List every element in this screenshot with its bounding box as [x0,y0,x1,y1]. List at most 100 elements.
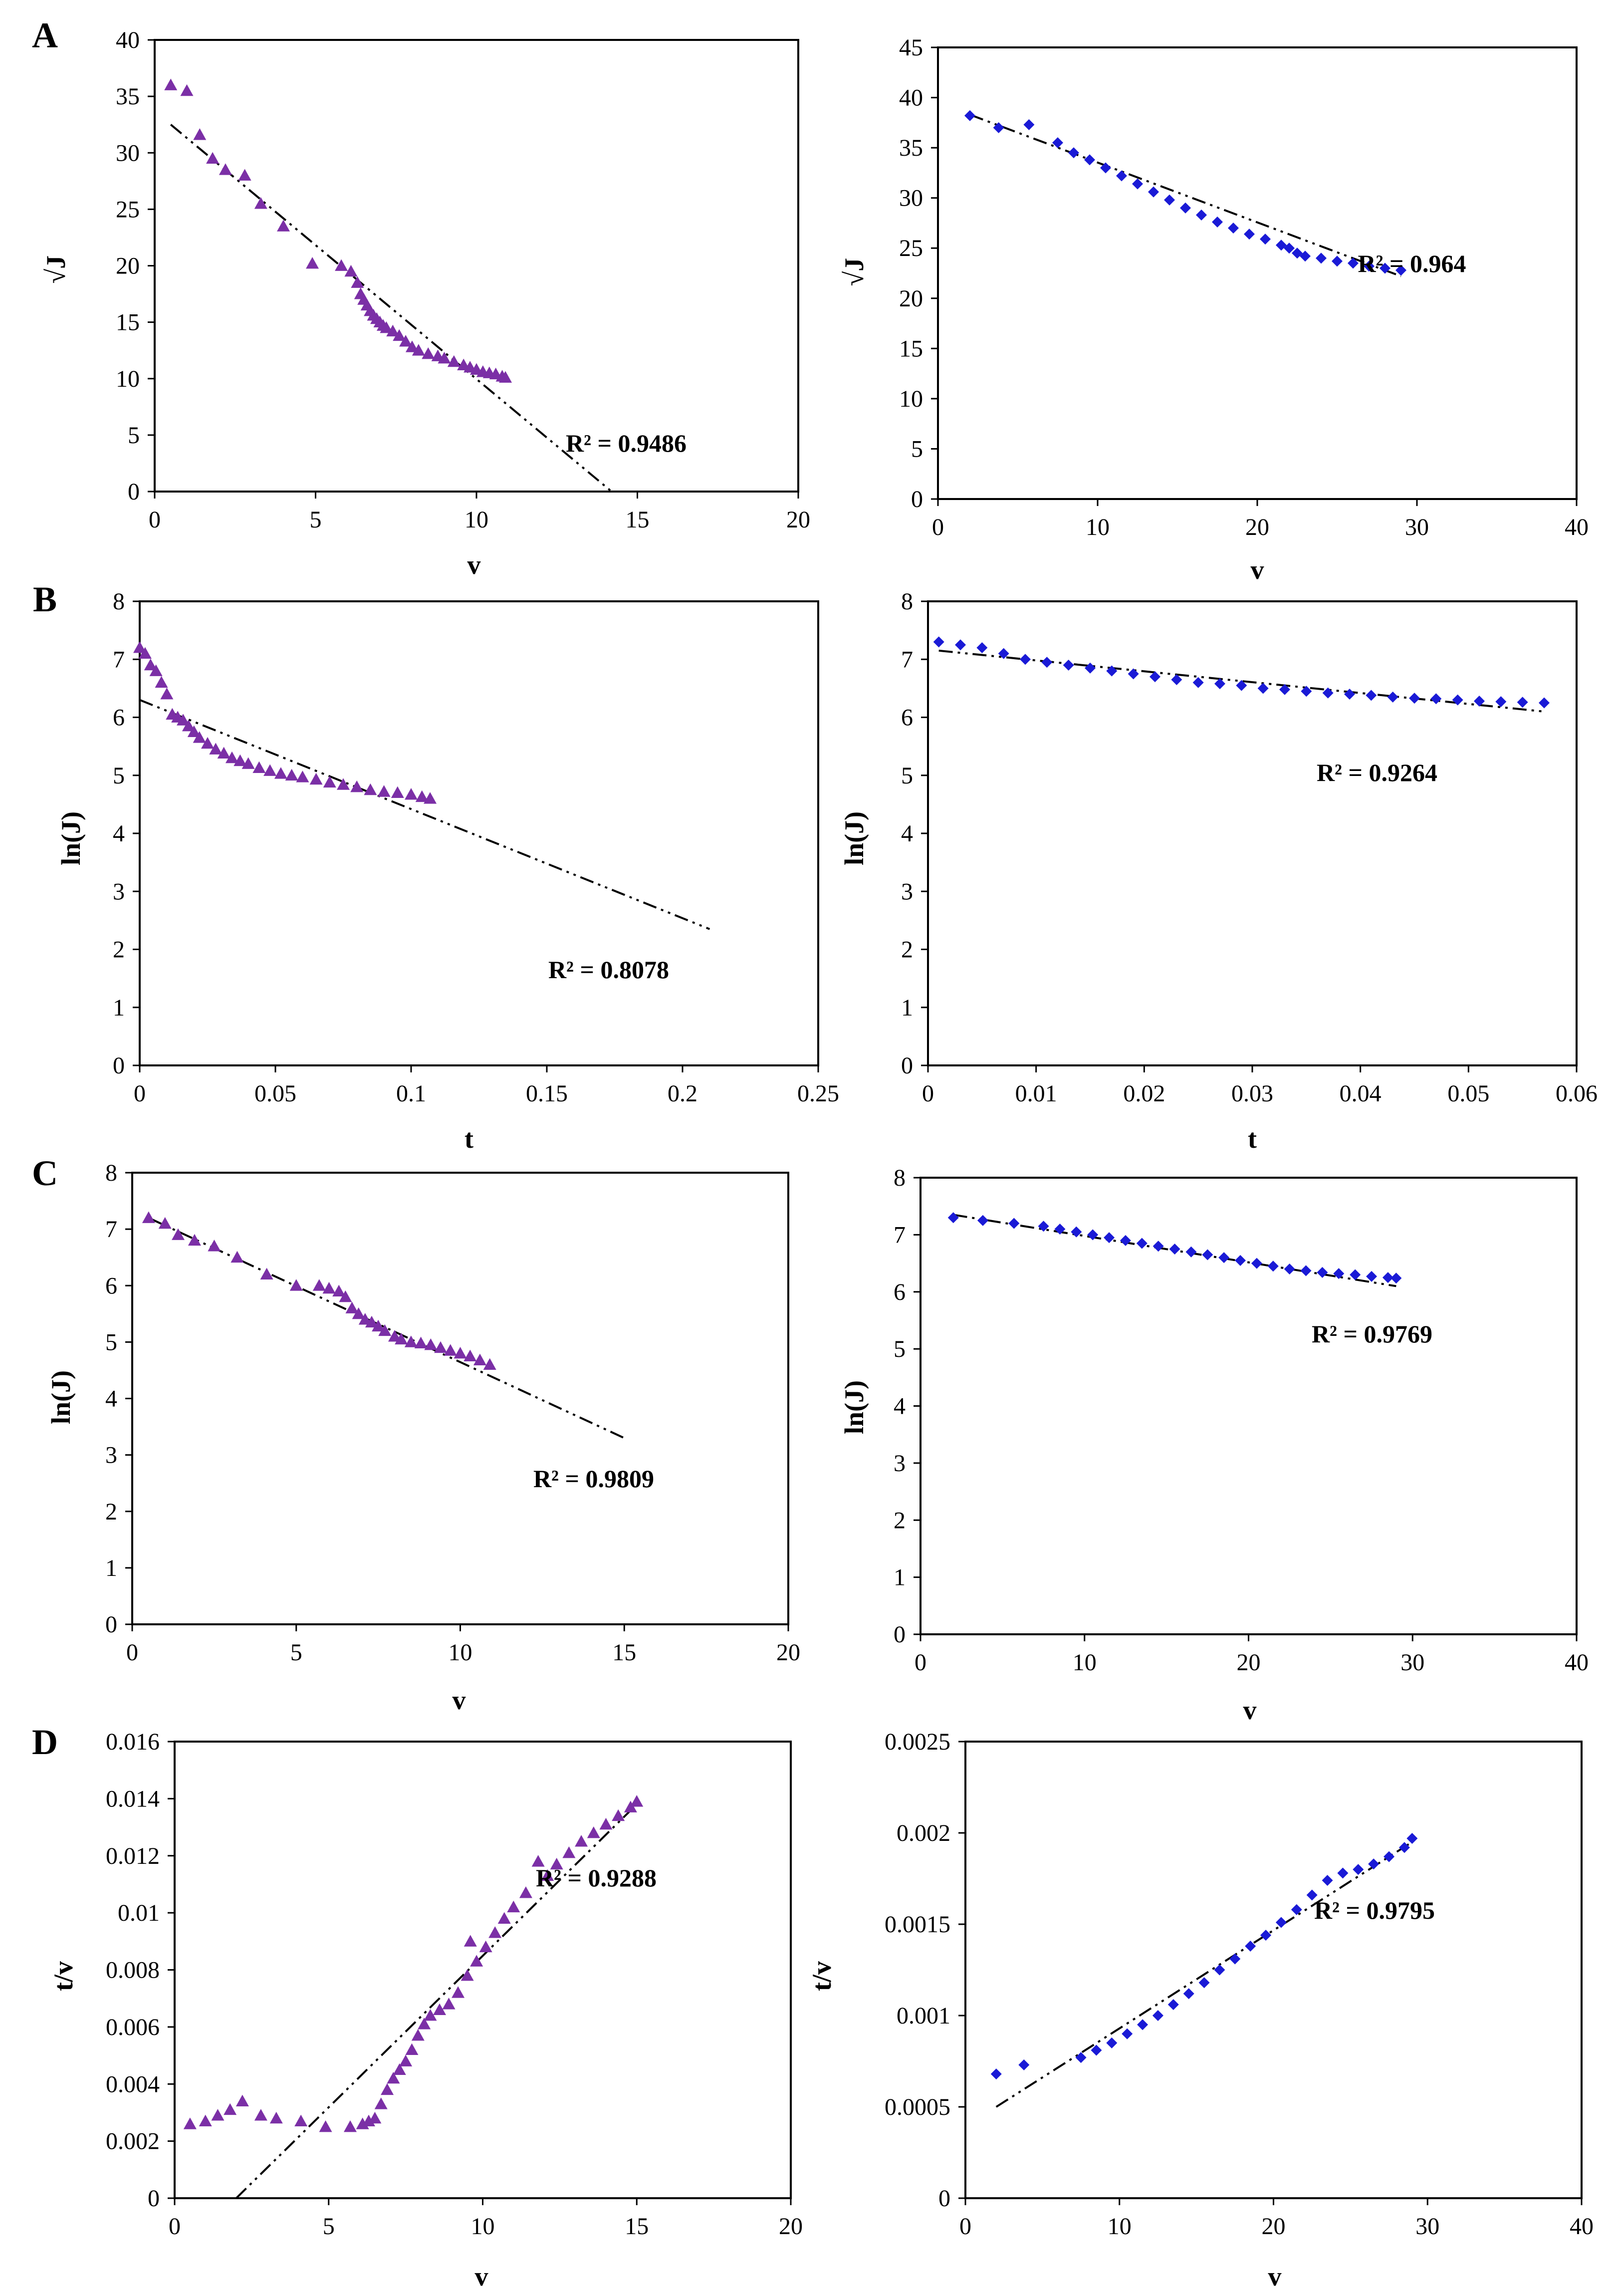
chart-b-right: 0 0.01 0.02 0.03 0.04 0.05 0.06 0 1 2 3 4 5 6 7 8 t ln(J)… [839,588,1598,1154]
data-point [1322,1875,1333,1886]
data-point [1180,202,1191,214]
data-point [391,786,404,798]
y-tick-label: 7 [894,1222,906,1248]
data-point [497,1912,511,1924]
plot-frame [154,39,799,493]
data-point [1020,654,1031,665]
x-tick-label: 0.06 [1556,1080,1598,1107]
y-tick-label: 15 [116,309,140,336]
y-axis-label: ln(J) [46,1370,76,1424]
data-point [233,754,247,766]
data-point [387,2071,400,2084]
data-point [337,778,350,790]
data-point [344,264,358,277]
data-point [399,335,413,347]
data-point [1169,1243,1180,1255]
data-point [1430,693,1442,705]
data-point [269,2111,283,2124]
x-tick-label: 0 [149,507,161,533]
data-point [1251,1258,1262,1269]
data-point [1474,695,1485,707]
x-tick-label: 5 [290,1639,302,1666]
y-tick-label: 3 [105,1442,117,1469]
x-tick-label: 0 [932,514,944,540]
data-point [1100,162,1111,174]
data-point [235,2094,249,2106]
data-point [587,1826,600,1838]
y-tick-label: 4 [894,1393,906,1420]
data-point [351,276,364,288]
y-tick-label: 6 [894,1279,906,1305]
data-point [405,2043,419,2055]
data-point [1368,1858,1380,1870]
data-point [393,329,406,341]
data-point [345,1301,359,1313]
x-axis-label: v [1243,1695,1257,1725]
data-point [1104,1232,1115,1244]
x-tick-label: 40 [1570,2213,1594,2240]
data-point [499,371,512,383]
data-point [1257,683,1269,694]
data-point [1406,1832,1418,1844]
x-tick-label: 0.05 [254,1080,296,1107]
x-tick-label: 20 [1262,2213,1286,2240]
data-point [206,152,220,164]
data-point [1192,677,1204,688]
chart-a-left: 0 5 10 15 20 0 5 10 15 20 25 30 35 40 v √J R² = 0.9486 [41,27,810,580]
y-tick-label: 0.012 [106,1843,160,1869]
x-tick-label: 10 [449,1639,472,1666]
x-tick-label: 20 [786,507,810,533]
data-point [1260,1929,1272,1941]
data-point [323,775,336,788]
data-point [217,747,231,759]
data-point [507,1900,520,1913]
data-point [254,197,267,209]
plot-frame [139,600,819,1066]
data-point [1228,223,1239,234]
y-tick-label: 40 [116,27,140,53]
data-point [224,2103,237,2115]
x-tick-label: 15 [625,2213,649,2240]
data-point [411,2029,425,2041]
data-point [1382,1272,1393,1283]
y-tick-label: 4 [901,820,913,847]
x-tick-label: 10 [471,2213,495,2240]
data-point [177,714,190,726]
data-point [612,1809,625,1821]
y-tick-label: 0 [148,2185,160,2212]
data-point [1517,697,1528,708]
data-point [1116,170,1127,182]
data-point [1348,257,1359,269]
x-tick-label: 40 [1565,1649,1589,1676]
r-squared-label: R² = 0.9486 [566,429,687,457]
panel-letter-c: C [32,1153,58,1193]
y-tick-label: 35 [116,83,140,110]
plot-frame [927,600,1578,1066]
data-point [1038,1221,1049,1232]
panel-letter-d: D [32,1722,58,1762]
y-tick-label: 2 [105,1499,117,1525]
y-tick-label: 4 [105,1386,117,1412]
data-point [374,2097,388,2109]
data-point [519,1886,532,1898]
data-point [208,1240,221,1252]
chart-b-left: 0 0.05 0.1 0.15 0.2 0.25 0 1 2 3 4 5 6 7 8 t ln(J) R² = 0… [56,588,839,1154]
data-point [1350,1269,1361,1280]
data-point [1244,229,1255,240]
x-tick-label: 0 [922,1080,934,1107]
data-point [225,751,238,764]
data-point [160,688,174,700]
data-point [199,2114,212,2126]
y-tick-label: 0 [105,1611,117,1638]
x-tick-label: 0 [959,2213,971,2240]
y-axis-label: ln(J) [839,1380,869,1434]
data-point [541,1869,554,1881]
y-axis-label: ln(J) [56,811,86,865]
data-point [955,639,966,651]
data-point [1322,687,1334,699]
data-point [1260,234,1271,245]
data-point [1395,264,1406,276]
y-tick-label: 20 [116,253,140,279]
x-axis-label: v [475,2262,488,2292]
y-axis-label: t/v [807,1961,837,1991]
